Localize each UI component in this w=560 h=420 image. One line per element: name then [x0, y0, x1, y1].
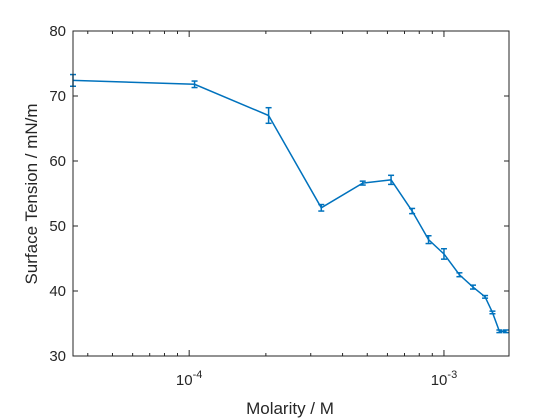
plot-area	[73, 31, 509, 356]
error-bar	[496, 329, 503, 334]
x-axis-label: Molarity / M	[246, 399, 334, 418]
plot-background	[73, 31, 509, 356]
y-tick-label: 70	[49, 88, 66, 105]
error-bar	[469, 284, 476, 290]
y-tick-label: 60	[49, 153, 66, 170]
error-bar	[456, 272, 463, 278]
error-bar	[265, 106, 272, 125]
x-tick-label: 10-4	[176, 369, 202, 389]
error-bar	[191, 80, 198, 89]
error-bar	[359, 180, 366, 186]
y-tick-label: 50	[49, 218, 66, 235]
error-bar	[502, 329, 509, 334]
error-bar	[388, 174, 395, 186]
y-tick-label: 30	[49, 348, 66, 365]
x-tick-label: 10-3	[431, 369, 457, 389]
y-axis-label: Surface Tension / mN/m	[22, 103, 41, 284]
error-bar	[425, 235, 432, 245]
y-tick-label: 40	[49, 283, 66, 300]
error-bar	[409, 207, 416, 215]
error-bar	[318, 203, 325, 212]
axes-box	[72, 30, 510, 357]
error-bar	[482, 294, 489, 299]
data-series	[70, 73, 509, 334]
error-bar	[440, 248, 447, 260]
y-tick-label: 80	[49, 23, 66, 40]
axes: 30 40 50 60 70 80 10-4 10-3	[49, 23, 510, 389]
error-bar	[489, 310, 496, 315]
